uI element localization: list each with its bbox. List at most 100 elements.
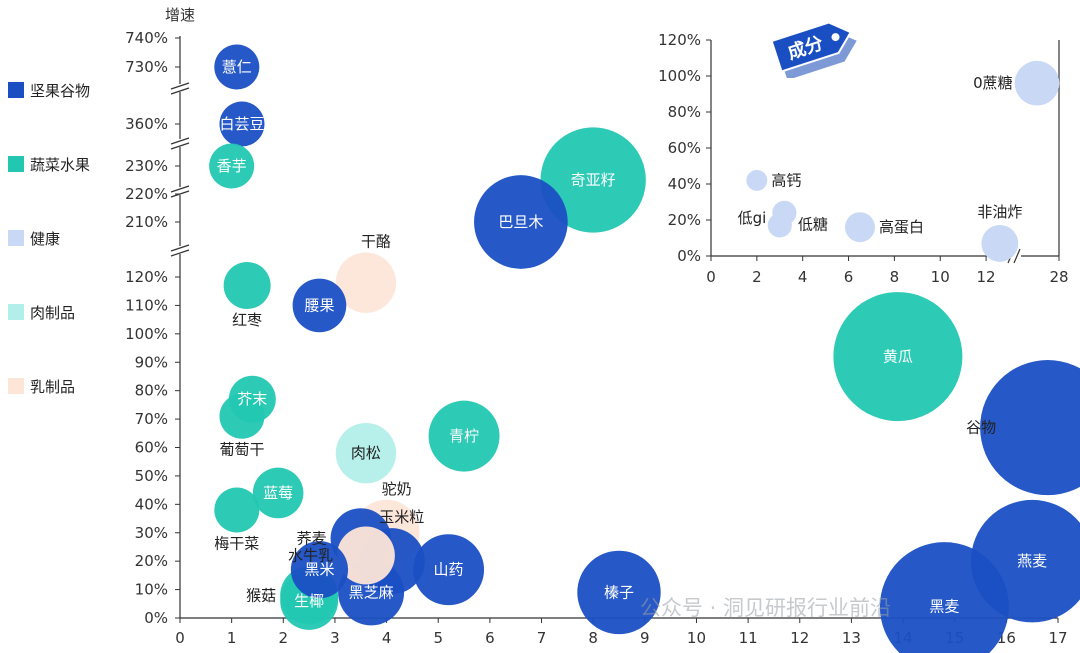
inset-bubble-label: 高蛋白 — [879, 218, 924, 236]
bubble-label: 肉松 — [351, 444, 381, 462]
y-axis-break-mark — [170, 82, 190, 90]
y-tick-label: 110% — [125, 296, 168, 314]
x-tick-label: 6 — [485, 629, 495, 647]
bubble-label: 蓝莓 — [263, 484, 293, 502]
inset-bubble — [981, 224, 1019, 262]
x-tick-label: 17 — [1048, 629, 1067, 647]
inset-y-tick-label: 60% — [668, 139, 701, 157]
y-axis-break-mark — [170, 137, 190, 145]
legend-item: 健康 — [8, 228, 148, 248]
inset-x-tick-label: 6 — [844, 268, 854, 285]
bubble-label: 黑米 — [304, 561, 334, 579]
bubble — [833, 292, 963, 422]
x-tick-label: 10 — [687, 629, 706, 647]
y-axis-break-mark — [170, 142, 190, 150]
inset-x-tick-label: 10 — [931, 268, 950, 285]
y-tick-label: 220% — [125, 185, 168, 203]
bubble-label: 山药 — [434, 561, 464, 579]
inset-y-tick-label: 20% — [668, 211, 701, 229]
legend-label: 坚果谷物 — [30, 81, 91, 100]
x-tick-label: 4 — [382, 629, 392, 647]
inset-chart-svg: 0% 20% 40% 60% 80% 100% 120% 0 2 4 6 8 10 12 28 0蔗糖高钙低g… — [658, 31, 1068, 286]
bubble — [292, 278, 347, 333]
bubble — [335, 252, 397, 313]
legend-item: 坚果谷物 — [8, 80, 148, 100]
y-tick-label: 100% — [125, 325, 168, 343]
inset-y-tick-label: 40% — [668, 175, 701, 193]
inset-bubble — [767, 213, 792, 238]
bubble-label: 水牛乳 — [288, 546, 333, 564]
inset-x-tick-label: 2 — [752, 268, 762, 285]
legend-swatch — [8, 230, 24, 246]
bubble — [290, 541, 349, 599]
bubble — [970, 499, 1080, 623]
x-tick-label: 13 — [842, 629, 861, 647]
y-axis-break-mark — [170, 244, 190, 252]
bubble-label: 黄瓜 — [883, 348, 913, 366]
y-axis-break-mark — [170, 87, 190, 95]
bubble-label: 荞麦 — [297, 529, 327, 547]
bubble — [214, 44, 260, 90]
inset-y-tick-label: 120% — [658, 31, 701, 49]
bubble-label: 黑芝麻 — [349, 583, 394, 601]
y-tick-label: 730% — [125, 58, 168, 76]
bubble-label: 腰果 — [304, 296, 334, 314]
bubble — [335, 422, 397, 484]
inset-y-tick-label: 80% — [668, 103, 701, 121]
watermark: 公众号 · 洞见研报行业前沿 — [640, 596, 892, 620]
bubble-label: 白芸豆 — [219, 115, 264, 133]
y-tick-label: 90% — [135, 353, 168, 371]
bubble-label: 玉米粒 — [379, 508, 424, 526]
inset-x-tick-label: 4 — [798, 268, 808, 285]
bubble — [474, 175, 568, 269]
x-tick-label: 11 — [739, 629, 758, 647]
inset-bubble-label: 低糖 — [798, 215, 828, 233]
y-axis-break-mark — [170, 185, 190, 193]
y-tick-label: 10% — [135, 581, 168, 599]
y-tick-label: 50% — [135, 467, 168, 485]
inset-bubble-label: 低gi — [738, 209, 767, 227]
legend-item: 肉制品 — [8, 302, 148, 322]
bubble — [209, 143, 255, 189]
legend-item: 蔬菜水果 — [8, 154, 148, 174]
bubble — [428, 400, 500, 472]
y-axis-break-gap — [170, 246, 190, 254]
bubble-label: 猴菇 — [246, 586, 276, 604]
legend-swatch — [8, 304, 24, 320]
y-tick-label: 120% — [125, 268, 168, 286]
bubble-label: 香芋 — [217, 157, 247, 175]
legend-swatch — [8, 156, 24, 172]
y-tick-label: 40% — [135, 495, 168, 513]
bubble — [219, 101, 265, 147]
inset-bubble-label: 0蔗糖 — [973, 74, 1013, 92]
bubble-label: 红枣 — [232, 311, 262, 329]
bubble-label: 生椰 — [294, 592, 324, 610]
inset-y-tick-label: 100% — [658, 67, 701, 85]
legend-item: 乳制品 — [8, 376, 148, 396]
inset-bubble-label: 高钙 — [771, 171, 801, 189]
y-axis-break-mark — [170, 249, 190, 257]
bubble-label: 青柠 — [449, 427, 479, 445]
bubble — [336, 526, 395, 585]
inset-x-tick-label: 0 — [706, 268, 716, 285]
y-axis-title: 增速 — [165, 6, 195, 24]
legend-label: 健康 — [30, 229, 61, 248]
bubble-label: 干酪 — [361, 232, 391, 250]
bubble-label: 榛子 — [604, 583, 634, 601]
legend: 坚果谷物 蔬菜水果 健康 肉制品 乳制品 — [8, 80, 148, 450]
y-tick-label: 210% — [125, 213, 168, 231]
bubble — [219, 393, 265, 439]
y-axis-break-gap — [170, 84, 190, 92]
inset-x-tick-label: 12 — [977, 268, 996, 285]
inset-bubble — [1014, 60, 1060, 106]
bubble-label: 谷物 — [966, 419, 996, 437]
inset-y-tick-label: 0% — [677, 247, 701, 265]
bubble-label: 芥末 — [237, 390, 267, 408]
x-tick-label: 8 — [588, 629, 598, 647]
y-tick-label: 60% — [135, 439, 168, 457]
legend-swatch — [8, 378, 24, 394]
x-tick-label: 0 — [175, 629, 185, 647]
bubble — [252, 467, 304, 519]
ingredient-badge: 成分 — [770, 21, 857, 78]
